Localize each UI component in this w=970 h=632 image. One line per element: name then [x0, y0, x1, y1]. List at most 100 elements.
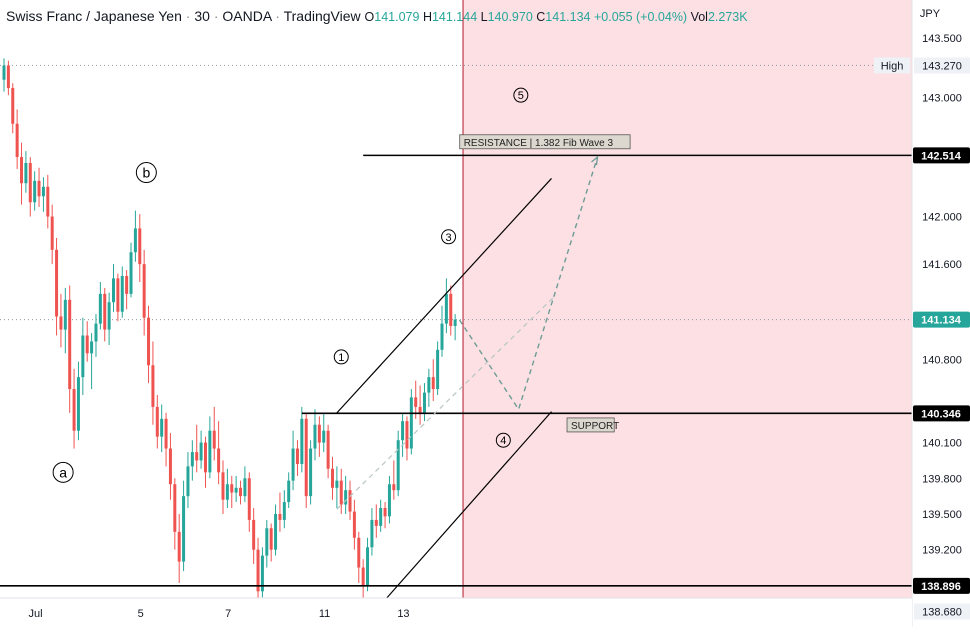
candle[interactable] — [85, 321, 89, 362]
candle[interactable] — [20, 142, 24, 205]
wave-label-3[interactable]: 3 — [441, 229, 457, 245]
interval-label[interactable]: 30 — [194, 8, 210, 24]
candle[interactable] — [28, 157, 32, 217]
wave-label-4[interactable]: 4 — [495, 432, 511, 448]
candle[interactable] — [221, 460, 225, 514]
candle[interactable] — [239, 480, 243, 505]
candle[interactable] — [440, 305, 444, 357]
candle[interactable] — [392, 460, 396, 500]
candle[interactable] — [427, 368, 431, 407]
candle[interactable] — [344, 475, 348, 514]
candle[interactable] — [177, 513, 181, 583]
candle[interactable] — [212, 406, 216, 461]
candle[interactable] — [348, 480, 352, 520]
candle[interactable] — [72, 368, 76, 449]
candle[interactable] — [195, 424, 199, 473]
candle[interactable] — [282, 490, 286, 529]
candle[interactable] — [112, 264, 115, 312]
candle[interactable] — [173, 478, 177, 550]
candle[interactable] — [41, 177, 45, 212]
candle[interactable] — [396, 430, 400, 497]
candle[interactable] — [313, 409, 317, 461]
price-tag[interactable]: 142.514 — [913, 147, 970, 164]
candle[interactable] — [138, 214, 142, 282]
candle[interactable] — [357, 531, 361, 583]
candle[interactable] — [331, 456, 334, 500]
candle[interactable] — [120, 266, 124, 318]
candle[interactable] — [401, 412, 405, 457]
candle[interactable] — [295, 440, 299, 476]
candle[interactable] — [409, 389, 413, 455]
candle[interactable] — [265, 519, 269, 568]
candle[interactable] — [287, 472, 291, 509]
candle[interactable] — [116, 273, 120, 322]
candle[interactable] — [168, 433, 172, 500]
candle[interactable] — [361, 559, 365, 600]
candle[interactable] — [203, 436, 207, 488]
wave-projection-path[interactable] — [458, 156, 599, 411]
candle[interactable] — [190, 440, 194, 481]
candle[interactable] — [199, 430, 203, 469]
candle[interactable] — [370, 508, 374, 556]
candle[interactable] — [81, 317, 85, 395]
candle[interactable] — [339, 468, 343, 514]
candle[interactable] — [304, 412, 308, 509]
candle[interactable] — [379, 499, 383, 532]
candle[interactable] — [317, 416, 321, 457]
candle[interactable] — [155, 394, 159, 449]
candle[interactable] — [230, 475, 234, 509]
candle[interactable] — [182, 480, 186, 572]
candle[interactable] — [63, 287, 67, 354]
candle[interactable] — [98, 281, 102, 330]
candle[interactable] — [24, 151, 28, 193]
candle[interactable] — [68, 285, 72, 413]
candle[interactable] — [217, 421, 221, 485]
candle[interactable] — [11, 83, 15, 134]
candle[interactable] — [125, 270, 129, 310]
candle[interactable] — [418, 385, 422, 425]
candle[interactable] — [256, 537, 260, 610]
candle[interactable] — [103, 287, 107, 342]
drawings-layer[interactable]: RESISTANCE | 1.382 Fib Wave 3SUPPORTabc1… — [0, 87, 912, 632]
candle[interactable] — [50, 204, 54, 265]
candle[interactable] — [46, 174, 50, 229]
price-tag[interactable]: 141.134 — [913, 311, 970, 328]
candle[interactable] — [208, 416, 212, 479]
candle[interactable] — [90, 333, 94, 390]
candle[interactable] — [436, 341, 440, 395]
candle[interactable] — [274, 504, 278, 556]
candle[interactable] — [129, 242, 133, 298]
candle[interactable] — [431, 359, 435, 401]
candle[interactable] — [6, 60, 10, 96]
candle[interactable] — [383, 502, 387, 529]
candle[interactable] — [225, 468, 229, 509]
candle[interactable] — [405, 416, 409, 461]
candle[interactable] — [243, 466, 247, 503]
dashed-trend-line[interactable] — [336, 294, 557, 510]
candle[interactable] — [2, 58, 6, 92]
wave-label-b[interactable]: b — [135, 162, 157, 184]
candle[interactable] — [326, 424, 330, 479]
candle[interactable] — [300, 406, 304, 473]
candle[interactable] — [133, 210, 137, 262]
candle[interactable] — [252, 508, 256, 564]
price-tag[interactable]: 140.346 — [913, 405, 970, 422]
candle[interactable] — [309, 440, 313, 505]
candle[interactable] — [107, 292, 111, 346]
price-axis[interactable]: JPY 143.500 143.000 142.000 141.600 140.800 14… — [874, 0, 970, 627]
candle[interactable] — [33, 171, 37, 211]
candle[interactable] — [151, 341, 155, 425]
candle[interactable] — [269, 523, 273, 562]
candle[interactable] — [352, 499, 356, 550]
candle[interactable] — [366, 537, 370, 592]
candle[interactable] — [147, 305, 151, 384]
candle[interactable] — [322, 412, 326, 453]
candle[interactable] — [15, 109, 19, 169]
candle[interactable] — [247, 472, 251, 532]
candle[interactable] — [278, 492, 282, 532]
time-axis[interactable]: Jul 5 7 11 13 — [0, 597, 912, 627]
candle[interactable] — [94, 314, 98, 357]
candle[interactable] — [186, 452, 190, 509]
